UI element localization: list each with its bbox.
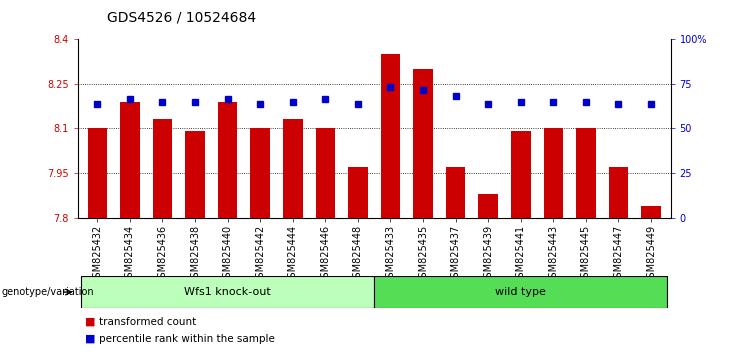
Bar xyxy=(479,194,498,218)
Text: wild type: wild type xyxy=(495,287,546,297)
Text: ■: ■ xyxy=(85,334,96,344)
Bar xyxy=(446,167,465,218)
Bar xyxy=(250,129,270,218)
Bar xyxy=(218,102,237,218)
Bar xyxy=(153,119,172,218)
Text: percentile rank within the sample: percentile rank within the sample xyxy=(99,334,274,344)
Bar xyxy=(120,102,140,218)
Text: ■: ■ xyxy=(85,317,96,327)
Bar xyxy=(544,129,563,218)
Bar xyxy=(348,167,368,218)
Text: transformed count: transformed count xyxy=(99,317,196,327)
Text: Wfs1 knock-out: Wfs1 knock-out xyxy=(185,287,271,297)
Bar xyxy=(576,129,596,218)
Bar xyxy=(511,131,531,218)
Bar xyxy=(81,276,374,308)
Bar xyxy=(608,167,628,218)
Bar xyxy=(641,206,661,218)
Bar xyxy=(185,131,205,218)
Bar xyxy=(283,119,302,218)
Text: genotype/variation: genotype/variation xyxy=(1,287,94,297)
Bar xyxy=(413,69,433,218)
Bar xyxy=(316,129,335,218)
Bar xyxy=(374,276,668,308)
Bar xyxy=(381,54,400,218)
Bar xyxy=(87,129,107,218)
Text: GDS4526 / 10524684: GDS4526 / 10524684 xyxy=(107,11,256,25)
